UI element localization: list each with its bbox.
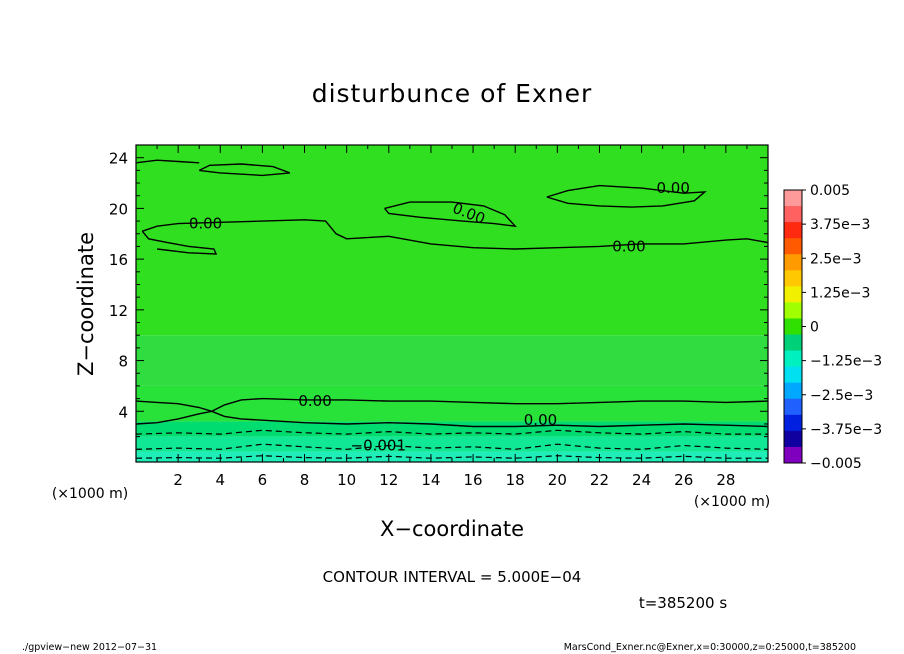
colorbar-swatch-9: [784, 334, 802, 352]
x-tick-label: 4: [215, 471, 225, 489]
footer-source: MarsCond_Exner.nc@Exner,x=0:30000,z=0:25…: [564, 642, 856, 653]
colorbar-label: −3.75e−3: [810, 422, 882, 438]
colorbar-label: −2.5e−3: [810, 388, 873, 404]
y-tick-label: 12: [109, 302, 128, 320]
y-axis-label: Z−coordinate: [74, 232, 98, 376]
x-tick-label: 18: [506, 471, 525, 489]
y-tick-label: 8: [118, 353, 128, 371]
plot-area: 0.00 0.000.000.000.000.00−0.001 2 4 6 8 10 12 1…: [109, 144, 769, 489]
heatmap-band-4: [136, 335, 768, 386]
contour-line-10: [546, 184, 707, 208]
x-unit-right: (×1000 m): [694, 494, 770, 510]
contour-label-6: −0.001: [351, 437, 407, 455]
x-tick-label: 8: [300, 471, 310, 489]
contour-line-5: [135, 159, 200, 164]
contour-label-5: 0.00: [524, 411, 557, 429]
contour-label-2: 0.00: [656, 179, 689, 197]
heatmap-band-0: [136, 451, 768, 462]
x-tick-label: 20: [548, 471, 567, 489]
y-tick-label: 24: [109, 150, 128, 168]
chart-title: disturbunce of Exner: [312, 79, 593, 108]
x-axis-label: X−coordinate: [380, 517, 524, 541]
contour-line-6: [198, 163, 291, 177]
y-axis-ticks: 4 8 12 16 20 24: [109, 150, 768, 450]
x-tick-label: 2: [173, 471, 183, 489]
contour-label-3: 0.00: [612, 237, 645, 255]
contour-line-7: [142, 219, 769, 250]
x-tick-label: 14: [421, 471, 440, 489]
x-tick-label: 26: [674, 471, 693, 489]
colorbar-swatch-14: [784, 414, 802, 432]
colorbar-label: 2.5e−3: [810, 251, 862, 267]
colorbar-label: 0.005: [810, 183, 850, 199]
colorbar-swatch-12: [784, 382, 802, 400]
colorbar-swatch-0: [784, 190, 802, 207]
heatmap-band-1: [136, 436, 768, 452]
colorbar: 0.005 3.75e−3 2.5e−3 1.25e−3 0 −1.25e−3 −2.5e−…: [783, 183, 882, 472]
contour-labels: 0.00 0.000.000.000.000.00−0.001: [189, 179, 690, 455]
x-tick-label: 24: [632, 471, 651, 489]
colorbar-swatch-8: [784, 318, 802, 336]
colorbar-label: −1.25e−3: [810, 354, 882, 370]
heatmap-band-5: [136, 145, 768, 336]
y-tick-label: 4: [118, 403, 128, 421]
colorbar-swatch-7: [784, 302, 802, 319]
heatmap-bands: [136, 145, 768, 462]
y-tick-label: 20: [109, 200, 128, 218]
x-axis-ticks: 2 4 6 8 10 12 14 16 18 20 22 24 26 28: [156, 145, 748, 489]
colorbar-swatch-2: [784, 222, 802, 239]
x-unit-left: (×1000 m): [52, 486, 128, 502]
x-tick-label: 22: [590, 471, 609, 489]
footer-program: ./gpview−new 2012−07−31: [22, 642, 157, 653]
contour-line-3: [135, 443, 769, 450]
x-tick-label: 16: [464, 471, 483, 489]
contour-label-4: 0.00: [298, 392, 331, 410]
x-tick-label: 6: [258, 471, 268, 489]
colorbar-swatch-16: [784, 446, 802, 464]
contour-line-0: [135, 400, 769, 428]
colorbar-swatch-1: [784, 206, 802, 223]
colorbar-swatch-15: [784, 430, 802, 448]
contour-line-1: [135, 397, 769, 425]
heatmap-band-3: [136, 385, 768, 422]
colorbar-swatch-3: [784, 238, 802, 255]
colorbar-swatch-10: [784, 350, 802, 368]
colorbar-swatch-6: [784, 286, 802, 303]
contour-line-9: [384, 201, 517, 228]
y-tick-label: 16: [109, 251, 128, 269]
contour-interval-label: CONTOUR INTERVAL = 5.000E−04: [323, 568, 582, 586]
colorbar-swatch-4: [784, 254, 802, 271]
colorbar-swatch-13: [784, 398, 802, 416]
colorbar-label: −0.005: [810, 456, 862, 472]
colorbar-label: 3.75e−3: [810, 217, 870, 233]
contour-line-4: [135, 455, 768, 459]
colorbar-label: 0: [810, 320, 819, 336]
contour-line-8: [141, 230, 218, 255]
colorbar-label: 1.25e−3: [810, 285, 870, 301]
colorbar-swatch-11: [784, 366, 802, 384]
x-tick-label: 12: [379, 471, 398, 489]
time-label: t=385200 s: [639, 594, 727, 612]
x-tick-label: 28: [716, 471, 735, 489]
contour-lines: [135, 159, 769, 459]
colorbar-swatch-5: [784, 270, 802, 287]
contour-line-2: [135, 429, 768, 435]
x-tick-label: 10: [337, 471, 356, 489]
contour-label-0: 0.00: [189, 215, 222, 233]
